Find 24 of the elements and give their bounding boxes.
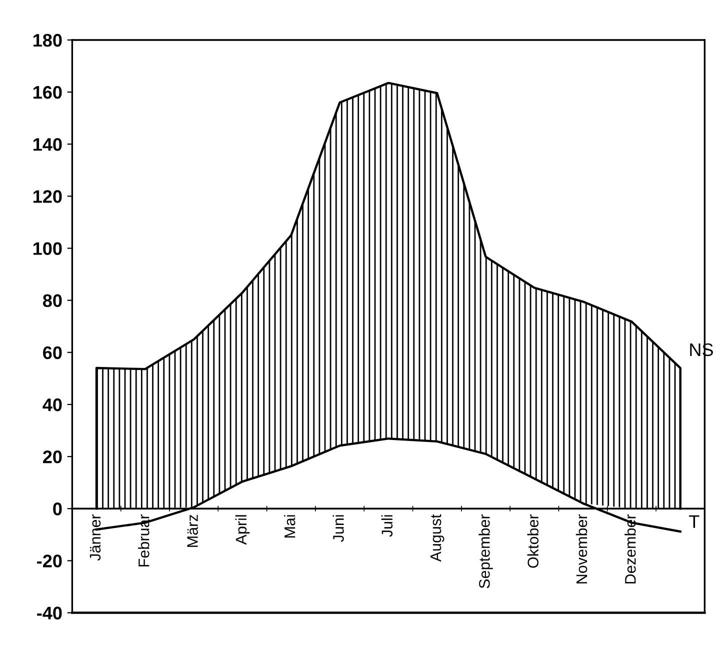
x-tick-label: Februar: [138, 514, 150, 566]
y-tick-label: 60: [43, 346, 62, 360]
y-tick-label: -20: [37, 554, 62, 568]
y-tick-label: 180: [33, 34, 62, 47]
y-tick-label: 120: [33, 190, 62, 203]
x-tick-label: April: [235, 515, 250, 545]
x-tick-label: Juli: [381, 515, 393, 537]
x-tick-label: November: [576, 514, 588, 584]
x-tick-label: Oktober: [527, 514, 538, 568]
x-tick-label: August: [430, 514, 444, 562]
y-tick-label: 0: [53, 502, 62, 516]
y-tick-label: 100: [33, 242, 62, 255]
y-tick-label: 160: [33, 86, 62, 99]
x-tick-label: September: [478, 514, 493, 588]
y-tick-label: 20: [43, 450, 62, 464]
y-tick-label: 80: [42, 294, 62, 308]
x-tick-label: Mai: [284, 515, 296, 538]
x-tick-label: Dezember: [624, 514, 636, 584]
y-tick-label: 40: [42, 398, 62, 412]
series-label: T: [689, 515, 700, 528]
y-tick-label: -40: [37, 606, 62, 620]
y-tick-label: 140: [33, 138, 62, 151]
x-tick-label: Juni: [332, 515, 344, 542]
x-tick-label: März: [187, 514, 198, 547]
